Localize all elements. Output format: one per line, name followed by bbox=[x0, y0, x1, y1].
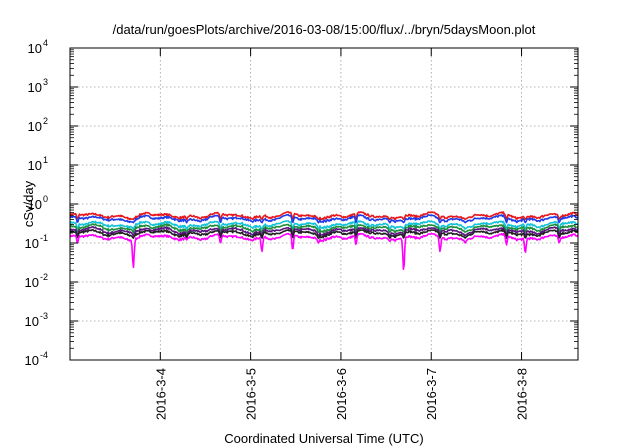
series-line bbox=[69, 211, 579, 221]
grid bbox=[70, 48, 578, 360]
series-line bbox=[69, 226, 579, 237]
y-axis-label: cSv/day bbox=[21, 180, 36, 227]
series-line bbox=[69, 229, 579, 239]
x-axis-ticks: 2016-3-4 2016-3-5 2016-3-6 2016-3-7 2016-3-8 bbox=[153, 48, 530, 420]
y-tick-label: 101 bbox=[28, 155, 48, 173]
x-tick-label: 2016-3-8 bbox=[515, 368, 530, 420]
x-tick-label: 2016-3-6 bbox=[334, 368, 349, 420]
y-tick-label: 10-3 bbox=[25, 311, 48, 329]
y-tick-label: 104 bbox=[28, 38, 48, 56]
chart-title: /data/run/goesPlots/archive/2016-03-08/1… bbox=[113, 22, 536, 37]
x-tick-label: 2016-3-4 bbox=[153, 368, 168, 420]
y-tick-label: 100 bbox=[28, 194, 48, 212]
series-line bbox=[69, 220, 579, 230]
y-tick-label: 10-4 bbox=[25, 350, 48, 368]
x-tick-label: 2016-3-7 bbox=[424, 368, 439, 420]
y-tick-label: 10-2 bbox=[25, 272, 48, 290]
y-tick-label: 102 bbox=[28, 116, 48, 134]
y-tick-label: 10-1 bbox=[25, 233, 48, 251]
series-line bbox=[69, 232, 579, 271]
y-axis-ticks: 10-4 10-3 10-2 10-1 100 101 102 103 104 bbox=[25, 38, 578, 368]
series-line bbox=[69, 213, 579, 224]
series-line bbox=[69, 223, 579, 234]
x-tick-label: 2016-3-5 bbox=[244, 368, 259, 420]
x-axis-label: Coordinated Universal Time (UTC) bbox=[224, 431, 423, 446]
y-tick-label: 103 bbox=[28, 77, 48, 95]
series-lines bbox=[69, 211, 579, 271]
